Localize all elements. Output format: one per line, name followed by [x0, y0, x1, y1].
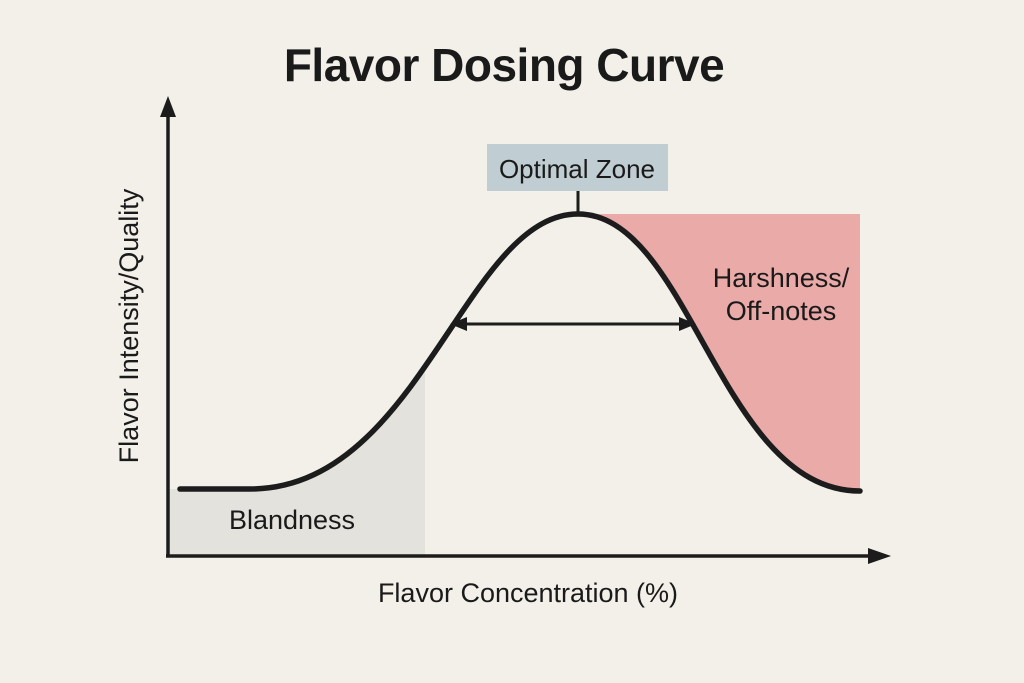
optimal-zone-callout: Optimal Zone	[487, 144, 668, 212]
y-axis-label: Flavor Intensity/Quality	[114, 188, 144, 463]
optimal-zone-box	[487, 144, 668, 191]
x-axis	[166, 548, 891, 564]
dose-response-curve	[177, 211, 863, 494]
range-arrow-right-head-icon	[679, 317, 696, 331]
harshness-region	[578, 214, 860, 491]
range-arrow-left-head-icon	[450, 317, 467, 331]
harshness-label-line1: Harshness/	[713, 263, 850, 293]
blandness-label: Blandness	[229, 505, 355, 535]
optimal-zone-range-arrow	[450, 317, 696, 331]
blandness-region	[169, 366, 425, 556]
harshness-label-line2: Off-notes	[726, 296, 837, 326]
optimal-zone-label: Optimal Zone	[499, 154, 655, 184]
x-axis-label: Flavor Concentration (%)	[378, 578, 678, 608]
y-axis-arrowhead-icon	[160, 96, 176, 117]
y-axis	[160, 96, 176, 557]
page-title: Flavor Dosing Curve	[284, 39, 724, 91]
x-axis-arrowhead-icon	[868, 548, 891, 564]
